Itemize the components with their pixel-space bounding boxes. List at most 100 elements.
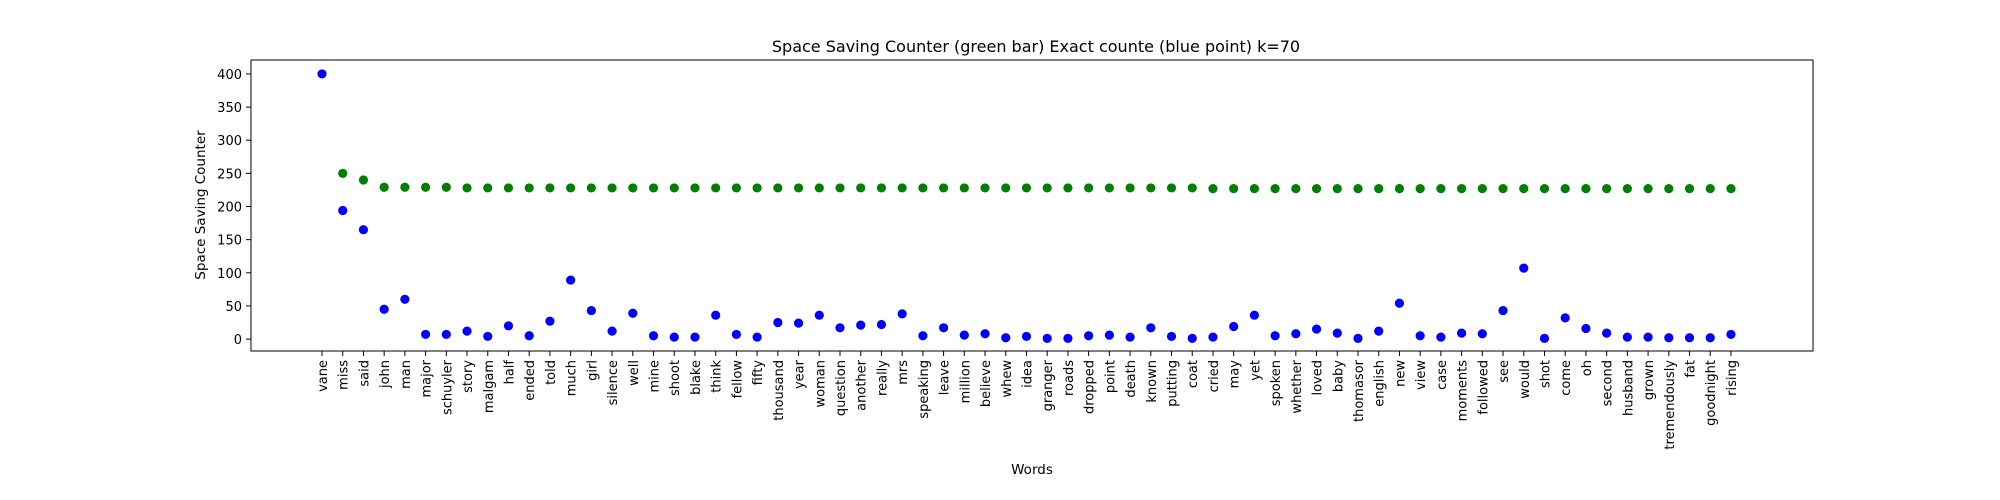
space-saving-point	[1436, 183, 1446, 194]
x-tick-label: whew	[1000, 360, 1015, 398]
y-tick-label: 100	[217, 267, 242, 282]
x-tick-label: goodnight	[1704, 360, 1719, 426]
space-saving-point	[1332, 183, 1342, 194]
space-saving-point	[1374, 183, 1384, 194]
space-saving-point	[1498, 183, 1508, 194]
exact-count-point	[566, 275, 576, 285]
space-saving-point	[400, 182, 410, 192]
space-saving-point	[1249, 183, 1259, 194]
space-saving-point	[959, 183, 969, 193]
y-tick-label: 0	[234, 333, 242, 348]
space-saving-point	[1457, 183, 1467, 194]
exact-count-point	[1332, 328, 1342, 338]
x-tick-label: half	[502, 360, 517, 385]
space-saving-point	[338, 168, 348, 178]
y-tick-label: 250	[217, 167, 242, 182]
x-tick-label: view	[1414, 360, 1429, 390]
space-saving-point	[1477, 183, 1487, 194]
x-tick-label: story	[461, 360, 476, 393]
space-saving-point	[483, 183, 493, 193]
exact-count-point	[752, 332, 762, 342]
x-tick-label: idea	[1020, 360, 1035, 388]
exact-count-point	[1705, 333, 1715, 343]
exact-count-point	[1042, 333, 1052, 344]
x-tick-label: leave	[938, 360, 953, 395]
y-tick-label: 300	[217, 134, 242, 149]
space-saving-point	[1353, 183, 1363, 194]
x-tick-label: malgam	[482, 360, 497, 413]
exact-count-point	[1726, 329, 1736, 340]
exact-count-point	[1249, 310, 1259, 320]
space-saving-point	[773, 183, 783, 193]
x-tick-label: year	[793, 359, 808, 389]
exact-count-point	[711, 310, 721, 320]
exact-count-point	[1146, 323, 1156, 333]
space-saving-point	[939, 183, 949, 193]
exact-count-point	[939, 323, 949, 333]
x-tick-label: yet	[1248, 360, 1263, 381]
exact-count-point	[669, 332, 679, 342]
exact-count-point	[1104, 330, 1114, 340]
exact-count-point	[607, 326, 617, 336]
space-saving-point	[503, 183, 514, 193]
space-saving-point	[421, 182, 431, 192]
x-tick-label: grown	[1642, 360, 1657, 400]
exact-count-point	[1684, 333, 1695, 343]
space-saving-point	[1084, 183, 1094, 193]
plot-frame	[250, 59, 1814, 352]
exact-count-point	[483, 331, 493, 342]
x-tick-label: said	[357, 360, 372, 387]
space-saving-point	[752, 183, 762, 193]
exact-count-point	[1021, 331, 1032, 342]
x-tick-label: well	[627, 360, 642, 386]
exact-count-point	[586, 305, 596, 316]
x-tick-label: death	[1124, 360, 1139, 398]
x-tick-label: fifty	[751, 360, 766, 386]
x-tick-label: vane	[316, 360, 331, 392]
exact-count-point	[1187, 333, 1197, 344]
exact-count-point	[524, 331, 534, 341]
x-tick-label: granger	[1041, 359, 1056, 411]
exact-count-point	[1457, 328, 1467, 338]
x-tick-label: baby	[1331, 360, 1346, 392]
space-saving-point	[1042, 183, 1052, 193]
space-saving-point	[1187, 183, 1197, 193]
y-axis: 0 50 100 150 200 250 300 350 400	[217, 68, 251, 348]
exact-count-point	[731, 329, 742, 340]
y-tick-label: 350	[217, 101, 242, 116]
space-saving-point	[1519, 183, 1529, 194]
space-saving-point	[358, 175, 369, 185]
space-saving-point	[462, 183, 472, 193]
x-tick-label: new	[1393, 360, 1408, 387]
x-tick-label: rising	[1725, 360, 1740, 396]
exact-count-point	[1125, 332, 1135, 342]
x-tick-label: thomasor	[1352, 359, 1367, 422]
x-tick-label: loved	[1311, 360, 1326, 396]
x-tick-label: blake	[689, 360, 704, 395]
x-tick-label: man	[399, 360, 414, 389]
exact-count-point	[876, 319, 887, 330]
x-tick-label: told	[544, 360, 559, 385]
x-tick-label: think	[710, 360, 725, 393]
space-saving-point	[1622, 183, 1632, 194]
space-saving-point	[1063, 183, 1073, 193]
x-tick-label: case	[1435, 360, 1450, 390]
x-tick-label: miss	[337, 360, 352, 390]
x-tick-label: million	[958, 360, 973, 403]
x-tick-label: fellow	[730, 360, 745, 399]
space-saving-point	[669, 183, 679, 193]
exact-count-point	[462, 326, 472, 336]
x-tick-label: much	[565, 360, 580, 396]
exact-count-point	[814, 310, 824, 320]
x-tick-label: moments	[1456, 360, 1471, 422]
x-tick-label: ended	[523, 360, 538, 401]
space-saving-point	[1684, 183, 1695, 194]
exact-count-point	[980, 329, 990, 339]
space-saving-point	[1001, 183, 1011, 193]
exact-count-point	[1084, 331, 1094, 341]
exact-count-point	[1519, 263, 1529, 273]
x-tick-label: oh	[1580, 360, 1595, 376]
space-saving-point	[1415, 183, 1425, 194]
space-saving-point	[814, 183, 824, 193]
space-saving-point	[1394, 183, 1405, 194]
